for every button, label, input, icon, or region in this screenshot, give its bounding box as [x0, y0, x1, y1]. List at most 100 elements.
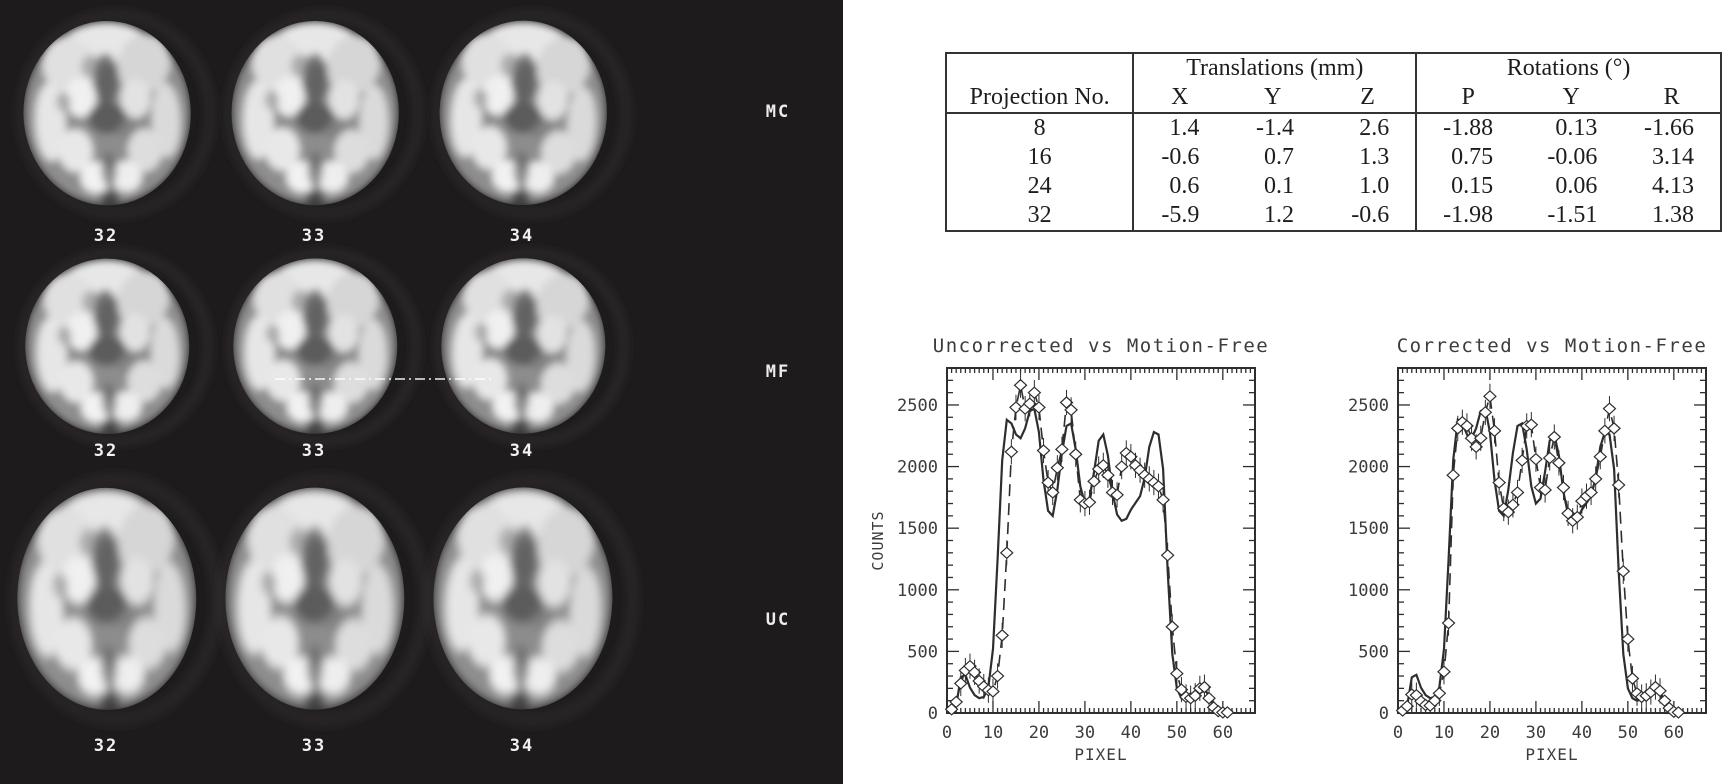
brain-scan-image: [20, 250, 211, 445]
uncorrected-line: [946, 385, 1228, 714]
projection-table: Translations (mm) Rotations (°) Projecti…: [945, 52, 1722, 232]
col-header-ty: Y: [1225, 83, 1320, 114]
diamond-marker: [1611, 478, 1626, 492]
x-tick-label: 50: [1618, 723, 1638, 743]
x-tick-label: 60: [1664, 723, 1684, 743]
diamond-marker: [1022, 397, 1037, 411]
rotation-value-cell: -1.98: [1443, 202, 1494, 228]
diamond-marker: [1123, 450, 1138, 464]
diamond-marker: [986, 685, 1000, 698]
diamond-marker: [1510, 486, 1525, 499]
col-header-rp: P: [1416, 83, 1520, 114]
y-tick-label: 2000: [1348, 458, 1389, 478]
diamond-marker: [953, 677, 968, 690]
diamond-marker: [1151, 479, 1166, 493]
diamond-marker: [1506, 498, 1520, 512]
chart-uncorrected-vs-motion-free: Uncorrected vs Motion-Free 0 10 20 30 40 50 60 0…: [869, 335, 1269, 764]
translation-value-cell: 0.6: [1169, 173, 1200, 199]
motion-free-line: [946, 407, 1228, 714]
translation-value-cell: -5.9: [1161, 202, 1200, 228]
diamond-marker: [1556, 481, 1571, 494]
projection-no-header: Projection No.: [946, 83, 1135, 114]
diamond-marker: [1096, 459, 1111, 472]
diamond-marker: [1464, 431, 1479, 445]
translation-value-cell: 1.4: [1169, 115, 1200, 141]
row-label-mf: MF: [765, 362, 791, 382]
y-tick-label: 1000: [897, 581, 938, 601]
row-label-mc: MC: [765, 102, 791, 122]
translations-group-header: Translations (mm): [1133, 53, 1418, 83]
chart-corrected-vs-motion-free: Corrected vs Motion-Free 0 10 20 30 40 50 60 0 50…: [1348, 335, 1707, 764]
y-tick-label: 1000: [1348, 581, 1389, 601]
diamond-marker: [1009, 401, 1023, 414]
translation-value-cell: 1.2: [1264, 202, 1294, 228]
diamond-marker: [995, 629, 1010, 642]
brain-scan-image: [230, 15, 419, 213]
diamond-marker: [1593, 450, 1608, 464]
brain-grid: 32 33 34 32 33 34 32 33 34: [0, 0, 843, 784]
diamond-marker: [1156, 493, 1170, 507]
x-tick-label: 60: [1213, 723, 1233, 743]
y-tick-label: 0: [928, 704, 938, 724]
projection-number-cell: 32: [946, 201, 1135, 231]
diamond-marker: [1441, 616, 1456, 630]
brain-scan-image: [428, 477, 637, 723]
diamond-marker: [1036, 444, 1051, 457]
motion-parameters-table: Translations (mm) Rotations (°) Projecti…: [945, 52, 1722, 232]
x-tick-label: 0: [1393, 723, 1403, 743]
diamond-marker: [1483, 390, 1497, 403]
x-tick-label: 40: [1572, 723, 1592, 743]
rotation-value-cell: 1.38: [1652, 202, 1694, 228]
diamond-marker: [1041, 476, 1056, 489]
translation-value-cell: 1.3: [1320, 143, 1418, 172]
diamond-marker: [1529, 452, 1543, 466]
x-tick-label: 30: [1075, 723, 1095, 743]
plot-box: [946, 367, 1256, 714]
corner-cell: [946, 53, 1135, 83]
y-tick-label: 1500: [1348, 519, 1389, 539]
rotations-group-header: Rotations (°): [1506, 55, 1631, 81]
column-header-row: Projection No. X Y Z P Y R: [946, 83, 1721, 114]
y-axis-label: COUNTS: [869, 510, 887, 570]
diamond-marker: [1552, 456, 1566, 470]
row-label-uc: UC: [765, 610, 791, 630]
translation-value-cell: -1.4: [1256, 115, 1294, 141]
diamond-marker: [1101, 468, 1115, 482]
col-header-ry: Y: [1519, 83, 1624, 114]
diamond-marker: [1220, 706, 1235, 719]
x-tick-label: 50: [1167, 723, 1187, 743]
y-tick-label: 2500: [1348, 396, 1389, 416]
slice-number: 33: [302, 736, 326, 756]
diamond-marker: [1469, 440, 1484, 454]
x-axis-label: PIXEL: [1525, 745, 1578, 764]
projection-number-cell: 24: [946, 172, 1135, 201]
slice-number: 34: [510, 441, 534, 461]
diamond-marker: [1602, 402, 1617, 415]
slice-number: 33: [302, 441, 326, 461]
diamond-marker: [949, 695, 964, 709]
y-tick-label: 2500: [897, 396, 938, 416]
diamond-marker: [1671, 706, 1686, 719]
diamond-marker: [1547, 430, 1562, 444]
diamond-marker: [1064, 403, 1079, 417]
diamond-marker: [1169, 667, 1184, 680]
translation-value-cell: 1.0: [1320, 172, 1418, 201]
slice-number: 33: [302, 226, 326, 246]
diamond-marker: [1027, 386, 1042, 399]
diamond-marker: [1492, 476, 1507, 489]
chart-title: Uncorrected vs Motion-Free: [933, 335, 1269, 357]
rotation-value-cell: 3.14: [1652, 144, 1694, 170]
projection-number-cell: 16: [946, 143, 1135, 172]
diamond-marker: [1607, 422, 1621, 435]
diamond-marker: [1478, 406, 1493, 419]
rotation-value-cell: -1.66: [1644, 115, 1694, 141]
axis-ticks: [946, 367, 1256, 714]
diamond-marker: [1524, 418, 1539, 431]
slice-number: 32: [94, 441, 118, 461]
col-header-tx: X: [1133, 83, 1226, 114]
diamond-marker: [1625, 672, 1640, 685]
diamond-marker: [1584, 486, 1598, 499]
diamond-marker: [1616, 564, 1631, 578]
diamond-marker: [1460, 419, 1474, 433]
rotation-value-cell: -1.51: [1547, 202, 1598, 228]
